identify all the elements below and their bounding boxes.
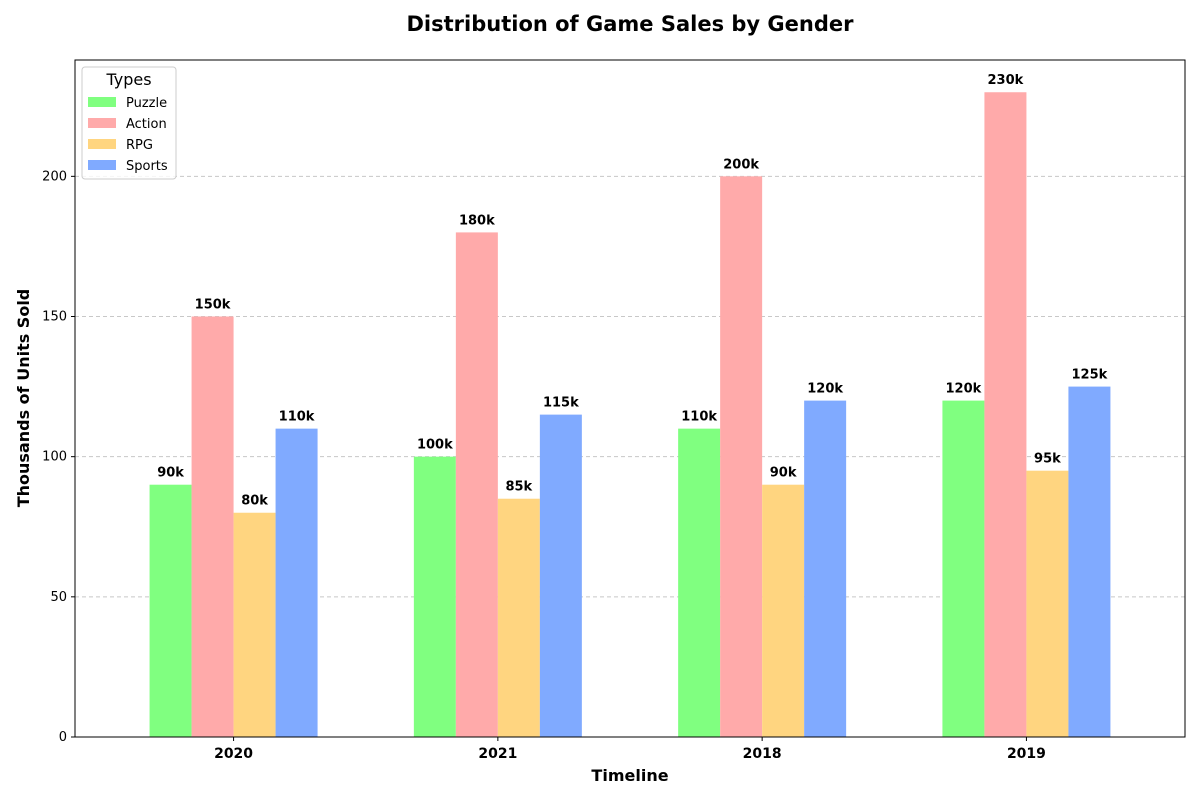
data-label: 115k [543, 396, 579, 411]
bar-sports-2021 [539, 414, 582, 737]
data-label: 200k [723, 157, 759, 172]
legend-label-action: Action [126, 117, 167, 132]
legend-label-rpg: RPG [126, 138, 153, 153]
bar-sports-2019 [1068, 386, 1111, 737]
x-axis-label: Timeline [591, 766, 668, 785]
x-tick-label: 2019 [1007, 746, 1046, 762]
bar-puzzle-2020 [149, 484, 192, 737]
y-tick-label: 150 [42, 310, 67, 325]
legend-label-sports: Sports [126, 159, 168, 174]
legend-swatch-sports [88, 160, 116, 170]
bar-action-2019 [984, 92, 1027, 737]
data-label: 120k [946, 382, 982, 397]
y-tick-label: 0 [59, 730, 67, 745]
data-label: 125k [1072, 368, 1108, 383]
legend-swatch-puzzle [88, 97, 116, 107]
data-label: 85k [505, 480, 532, 495]
data-label: 180k [459, 213, 495, 228]
bar-rpg-2019 [1026, 470, 1069, 737]
y-tick-label: 100 [42, 450, 67, 465]
data-label: 120k [807, 382, 843, 397]
data-label: 230k [988, 73, 1024, 88]
bar-action-2020 [191, 316, 234, 737]
legend-frame [81, 66, 177, 180]
y-axis: 0 50 100 150 200 [42, 169, 75, 745]
bar-sports-2020 [275, 428, 318, 737]
bar-rpg-2018 [762, 484, 805, 737]
bars [149, 92, 1111, 738]
legend-title: Types [105, 70, 151, 89]
chart-title: Distribution of Game Sales by Gender [407, 12, 855, 36]
y-axis-label: Thousands of Units Sold [14, 289, 33, 508]
x-tick-label: 2018 [743, 746, 782, 762]
data-label: 100k [417, 438, 453, 453]
bar-action-2021 [455, 232, 498, 737]
bar-puzzle-2018 [678, 428, 721, 737]
plot-frame [74, 59, 1186, 738]
x-axis: 2020 2021 2018 2019 [214, 737, 1046, 762]
y-tick-label: 200 [42, 169, 67, 184]
data-label: 110k [279, 410, 315, 425]
bar-action-2018 [720, 176, 763, 738]
data-labels: 90k 150k 80k 110k 100k 180k 85k 115k 110k 200k 90k… [157, 73, 1107, 508]
bar-rpg-2020 [233, 512, 276, 737]
bar-rpg-2021 [497, 498, 540, 737]
data-label: 90k [770, 466, 797, 481]
legend: Types Puzzle Action RPG Sports [81, 66, 177, 180]
legend-swatch-rpg [88, 139, 116, 149]
data-label: 150k [195, 298, 231, 313]
x-tick-label: 2021 [478, 746, 517, 762]
bar-sports-2018 [804, 400, 847, 737]
data-label: 90k [157, 466, 184, 481]
legend-swatch-action [88, 118, 116, 128]
bar-puzzle-2019 [942, 400, 985, 737]
legend-label-puzzle: Puzzle [126, 96, 167, 111]
y-tick-label: 50 [50, 590, 67, 605]
legend-items: Puzzle Action RPG Sports [88, 96, 168, 174]
data-label: 95k [1034, 452, 1061, 467]
data-label: 110k [681, 410, 717, 425]
data-label: 80k [241, 494, 268, 509]
x-tick-label: 2020 [214, 746, 253, 762]
bar-puzzle-2021 [413, 456, 456, 737]
